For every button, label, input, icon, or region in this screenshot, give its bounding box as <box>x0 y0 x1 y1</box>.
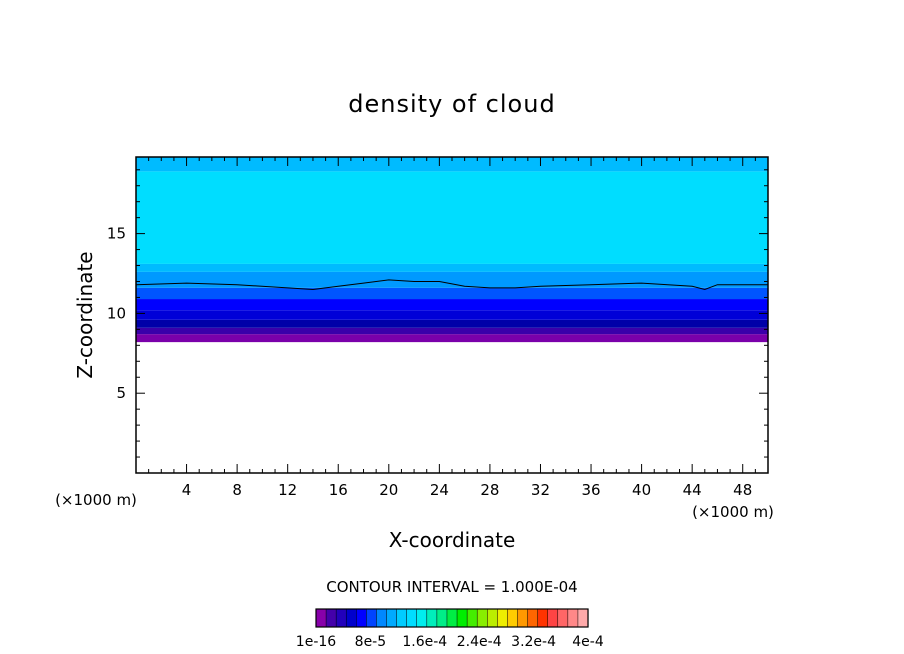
colorbar-swatch <box>497 608 508 628</box>
colorbar-swatch <box>356 608 367 628</box>
y-tick-label: 5 <box>116 384 126 402</box>
colorbar-label: 1.6e-4 <box>402 634 447 650</box>
z-unit-label: (×1000 m) <box>55 491 137 509</box>
x-tick-label: 16 <box>329 481 348 499</box>
colorbar-labels: 1e-16 8e-5 1.6e-4 2.4e-4 3.2e-4 4e-4 <box>296 634 604 650</box>
colorbar <box>315 608 589 628</box>
cloud-layer <box>136 157 768 172</box>
cloud-layer <box>136 327 768 335</box>
x-tick-label: 36 <box>581 481 600 499</box>
colorbar-swatch <box>386 608 398 628</box>
x-tick-label: 8 <box>232 481 242 499</box>
x-tick-label: 20 <box>379 481 398 499</box>
cloud-layer <box>136 334 768 343</box>
colorbar-swatch <box>446 608 458 628</box>
colorbar-swatch <box>456 608 468 628</box>
colorbar-swatch <box>487 608 498 628</box>
y-tick-label: 10 <box>107 304 126 322</box>
x-tick-label: 32 <box>531 481 550 499</box>
colorbar-swatch <box>577 608 589 628</box>
colorbar-label: 3.2e-4 <box>511 634 556 650</box>
colorbar-label: 4e-4 <box>572 634 604 650</box>
contour-line <box>135 279 768 291</box>
colorbar-swatch <box>567 608 579 628</box>
x-tick-label: 24 <box>430 481 449 499</box>
x-tick-label: 40 <box>632 481 651 499</box>
colorbar-swatch <box>517 608 529 628</box>
cloud-layer <box>136 299 768 311</box>
colorbar-swatch <box>527 608 539 628</box>
colorbar-swatch <box>507 608 519 628</box>
colorbar-swatch <box>376 608 388 628</box>
cloud-layer <box>136 171 768 264</box>
contour-interval-label: CONTOUR INTERVAL = 1.000E-04 <box>326 578 577 596</box>
chart-title: density of cloud <box>348 90 555 118</box>
colorbar-swatch <box>396 608 408 628</box>
cloud-layer <box>136 310 768 320</box>
x-axis-ticks: 4 8 12 16 20 24 28 32 36 40 44 48 <box>148 157 756 499</box>
colorbar-label: 8e-5 <box>355 634 386 650</box>
colorbar-swatch <box>315 608 327 628</box>
colorbar-swatch <box>466 608 478 628</box>
colorbar-swatch <box>406 608 418 628</box>
colorbar-swatch <box>366 608 377 628</box>
colorbar-swatch <box>345 608 357 628</box>
colorbar-swatch <box>325 608 337 628</box>
x-tick-label: 44 <box>683 481 702 499</box>
colorbar-frame <box>315 608 589 628</box>
y-axis-label: Z-coordinate <box>73 251 97 378</box>
colorbar-swatch <box>476 608 488 628</box>
colorbar-swatch <box>335 608 347 628</box>
colorbar-swatch <box>537 608 549 628</box>
colorbar-swatch <box>547 608 559 628</box>
x-tick-label: 4 <box>182 481 192 499</box>
cloud-layer <box>136 319 768 328</box>
cloud-layer <box>136 287 768 300</box>
x-tick-label: 12 <box>278 481 297 499</box>
x-axis-label: X-coordinate <box>389 528 516 552</box>
y-tick-label: 15 <box>107 225 126 243</box>
cloud-layers <box>136 157 768 343</box>
x-tick-label: 28 <box>480 481 499 499</box>
y-axis-ticks: 5 10 15 <box>107 169 768 458</box>
colorbar-swatch <box>436 608 448 628</box>
cloud-layer <box>136 263 768 272</box>
colorbar-label: 2.4e-4 <box>457 634 502 650</box>
x-tick-label: 48 <box>733 481 752 499</box>
colorbar-label: 1e-16 <box>296 634 336 650</box>
colorbar-swatch <box>416 608 428 628</box>
x-unit-label: (×1000 m) <box>692 503 774 521</box>
colorbar-swatch <box>557 608 569 628</box>
colorbar-swatch <box>426 608 438 628</box>
